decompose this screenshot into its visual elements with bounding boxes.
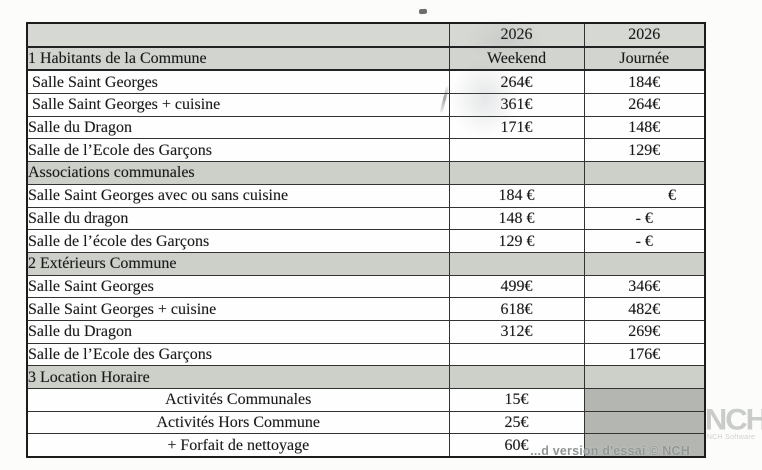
empty-header-cell <box>26 22 450 48</box>
table-row-section-exterieurs: 2 Extérieurs Commune <box>26 251 706 276</box>
weekend-price-cell <box>448 342 585 367</box>
journee-price-cell: 269€ <box>583 319 706 344</box>
table-row: Salle de l’Ecole des Garçons 129€ <box>26 138 706 163</box>
table-row: Salle Saint Georges + cuisine 618€ 482€ <box>26 297 706 321</box>
nch-logo: NCH NCH Software <box>704 402 762 442</box>
journee-price-cell: € <box>583 183 706 208</box>
nch-logo-text: NCH <box>704 402 762 437</box>
weekend-price-cell <box>448 251 585 276</box>
room-name-cell: Salle Saint Georges + cuisine <box>26 93 450 117</box>
nch-logo-subtext: NCH Software <box>706 434 756 441</box>
journee-price-cell: 482€ <box>583 297 706 321</box>
weekend-price-cell <box>448 161 585 185</box>
trial-version-watermark: ...d version d'essai © NCH <box>530 444 690 458</box>
table-row-section-location-horaire: 3 Location Horaire <box>26 365 706 389</box>
table-row: Activités Hors Commune 25€ <box>26 410 706 435</box>
weekend-column-header: Weekend <box>448 46 585 72</box>
section-title-cell: 1 Habitants de la Commune <box>26 46 450 72</box>
activity-name-cell: + Forfait de nettoyage <box>26 433 450 458</box>
table-row: Salle Saint Georges 264€ 184€ <box>26 69 706 95</box>
weekend-price-cell: 184 € <box>448 183 585 208</box>
journee-price-cell: 148€ <box>583 115 706 140</box>
table-row: Salle du Dragon 312€ 269€ <box>26 319 706 344</box>
section-title-cell: Associations communales <box>26 161 450 185</box>
weekend-price-cell: 129 € <box>448 229 585 253</box>
weekend-price-cell: 361€ <box>448 93 585 117</box>
weekend-price-cell <box>448 365 585 389</box>
room-name-cell: Salle du dragon <box>26 206 450 231</box>
scan-speck <box>418 8 428 15</box>
journee-price-cell <box>583 365 706 389</box>
weekend-price-cell: 171€ <box>448 115 585 140</box>
room-name-cell: Salle Saint Georges + cuisine <box>26 297 450 321</box>
journee-price-cell: - € <box>583 206 706 231</box>
room-name-cell: Salle de l’Ecole des Garçons <box>26 342 450 367</box>
weekend-price-cell: 264€ <box>448 69 585 95</box>
journee-price-cell: 264€ <box>583 93 706 117</box>
table-row: Salle de l’école des Garçons 129 € - € <box>26 229 706 253</box>
table-row: Salle Saint Georges 499€ 346€ <box>26 274 706 299</box>
journee-price-cell: 129€ <box>583 138 706 163</box>
room-name-cell: Salle Saint Georges avec ou sans cuisine <box>26 183 450 208</box>
weekend-price-cell: 25€ <box>448 410 585 435</box>
journee-blocked-cell <box>583 388 706 412</box>
weekend-price-cell: 499€ <box>448 274 585 299</box>
section-title-cell: 2 Extérieurs Commune <box>26 251 450 276</box>
table-row: Salle Saint Georges + cuisine 361€ 264€ <box>26 93 706 117</box>
table-row-year-header: 2026 2026 <box>26 22 706 48</box>
table-row: Salle de l’Ecole des Garçons 176€ <box>26 342 706 367</box>
journee-blocked-cell <box>583 410 706 435</box>
activity-name-cell: Activités Communales <box>26 388 450 412</box>
section-title-cell: 3 Location Horaire <box>26 365 450 389</box>
year-journee-header: 2026 <box>583 22 706 48</box>
table-row: + Forfait de nettoyage 60€ <box>26 433 706 458</box>
weekend-price-cell <box>448 138 585 163</box>
room-name-cell: Salle du Dragon <box>26 319 450 344</box>
weekend-price-cell: 618€ <box>448 297 585 321</box>
table-row-column-header: 1 Habitants de la Commune Weekend Journé… <box>26 46 706 72</box>
table-row: Salle du dragon 148 € - € <box>26 206 706 231</box>
room-name-cell: Salle Saint Georges <box>26 274 450 299</box>
pricing-table: 2026 2026 1 Habitants de la Commune Week… <box>26 22 706 459</box>
year-weekend-header: 2026 <box>448 22 585 48</box>
weekend-price-cell: 312€ <box>448 319 585 344</box>
room-name-cell: Salle Saint Georges <box>26 69 450 95</box>
table-row-section-associations: Associations communales <box>26 161 706 185</box>
journee-price-cell <box>583 161 706 185</box>
activity-name-cell: Activités Hors Commune <box>26 410 450 435</box>
journee-column-header: Journée <box>583 46 706 72</box>
journee-price-cell: - € <box>583 229 706 253</box>
weekend-price-cell: 60€ <box>448 433 585 458</box>
table-row: Salle Saint Georges avec ou sans cuisine… <box>26 183 706 208</box>
weekend-price-cell: 148 € <box>448 206 585 231</box>
table-row: Salle du Dragon 171€ 148€ <box>26 115 706 140</box>
table-row: Activités Communales 15€ <box>26 388 706 412</box>
journee-price-cell: 184€ <box>583 69 706 95</box>
journee-price-cell: 346€ <box>583 274 706 299</box>
journee-price-cell <box>583 251 706 276</box>
room-name-cell: Salle de l’école des Garçons <box>26 229 450 253</box>
journee-blocked-cell <box>583 433 706 458</box>
journee-price-cell: 176€ <box>583 342 706 367</box>
room-name-cell: Salle du Dragon <box>26 115 450 140</box>
room-name-cell: Salle de l’Ecole des Garçons <box>26 138 450 163</box>
weekend-price-cell: 15€ <box>448 388 585 412</box>
